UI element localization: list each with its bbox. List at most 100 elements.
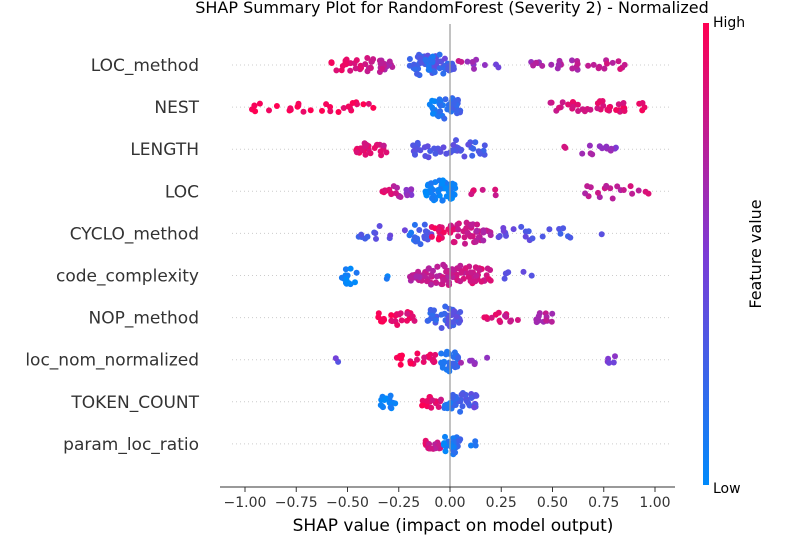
shap-point (472, 139, 479, 146)
shap-point (335, 109, 342, 115)
shap-point (367, 65, 374, 71)
shap-point (471, 65, 477, 72)
shap-point (596, 143, 603, 150)
shap-point (430, 267, 436, 274)
shap-point (444, 106, 451, 113)
shap-point (522, 233, 529, 240)
shap-point (474, 221, 481, 228)
shap-point (372, 230, 379, 237)
shap-point (417, 241, 424, 248)
feature-labels: LOC_method NEST LENGTH LOC CYCLO_method code_… (25, 56, 199, 455)
shap-point (484, 354, 491, 361)
shap-point (429, 195, 435, 202)
shap-point (477, 150, 484, 157)
shap-point (574, 101, 581, 108)
shap-point (458, 391, 465, 398)
shap-point (492, 186, 499, 193)
shap-point (438, 350, 445, 357)
shap-point (440, 359, 447, 366)
shap-point (416, 227, 423, 233)
shap-point (615, 58, 622, 65)
colorbar-high-label: High (713, 15, 745, 31)
shap-point (455, 226, 462, 233)
shap-point (426, 66, 433, 73)
shap-point (590, 61, 597, 68)
shap-point (450, 360, 457, 367)
shap-point (465, 274, 472, 280)
feature-label: loc_nom_normalized (25, 351, 199, 371)
shap-point (615, 101, 622, 108)
shap-point (549, 310, 556, 317)
shap-point (495, 234, 502, 241)
shap-point (435, 227, 442, 234)
feature-label: LENGTH (130, 140, 199, 160)
shap-point (411, 234, 418, 241)
shap-point (328, 59, 335, 66)
shap-point (468, 191, 475, 198)
shap-point (614, 183, 621, 190)
shap-point (528, 272, 535, 279)
shap-point (465, 141, 472, 148)
shap-point (472, 438, 479, 445)
shap-point (362, 61, 369, 68)
shap-point (469, 152, 476, 159)
shap-point (419, 397, 426, 404)
shap-point (439, 364, 446, 371)
shap-point (422, 153, 429, 159)
shap-point (579, 150, 586, 157)
shap-point (543, 317, 550, 324)
shap-point (548, 61, 555, 68)
shap-point (342, 266, 349, 273)
shap-point (645, 190, 652, 197)
shap-point (343, 61, 350, 68)
shap-point (441, 310, 448, 317)
shap-point (388, 312, 395, 319)
shap-point (429, 97, 436, 104)
shap-point (414, 139, 421, 146)
shap-point (387, 392, 394, 399)
shap-point (455, 233, 462, 240)
shap-point (473, 272, 480, 279)
shap-point (431, 69, 438, 76)
colorbar-title: Feature value (746, 199, 765, 308)
shap-point (333, 67, 340, 74)
x-tick-label: 0.50 (537, 495, 568, 511)
shap-point (438, 396, 444, 403)
shap-point (594, 105, 601, 112)
shap-point (353, 149, 360, 156)
x-tick-label: −0.25 (377, 495, 420, 511)
shap-point (496, 317, 503, 324)
shap-point (376, 223, 383, 229)
shap-point (450, 319, 457, 326)
shap-point (454, 221, 461, 228)
shap-point (343, 56, 350, 63)
shap-point (535, 313, 542, 320)
shap-point (455, 354, 462, 361)
shap-point (480, 229, 487, 236)
shap-point (389, 318, 396, 325)
shap-point (463, 225, 470, 232)
shap-point (449, 391, 456, 398)
shap-point (560, 225, 567, 232)
shap-point (467, 233, 474, 240)
shap-point (332, 355, 339, 362)
shap-point (441, 263, 448, 270)
shap-point (327, 108, 334, 115)
shap-point (469, 357, 475, 364)
shap-point (599, 98, 606, 104)
shap-point (364, 233, 371, 240)
shap-point (352, 279, 358, 286)
shap-point (458, 269, 465, 276)
shap-point (435, 187, 442, 193)
shap-point (446, 279, 452, 286)
shap-point (408, 229, 415, 236)
shap-point (441, 55, 448, 62)
shap-point (438, 325, 445, 331)
shap-point (561, 143, 568, 150)
shap-point (353, 269, 360, 276)
shap-point (428, 180, 435, 187)
shap-point (459, 403, 466, 410)
shap-point (502, 270, 509, 277)
shap-point (487, 277, 494, 284)
x-tick-label: 0.25 (486, 495, 517, 511)
